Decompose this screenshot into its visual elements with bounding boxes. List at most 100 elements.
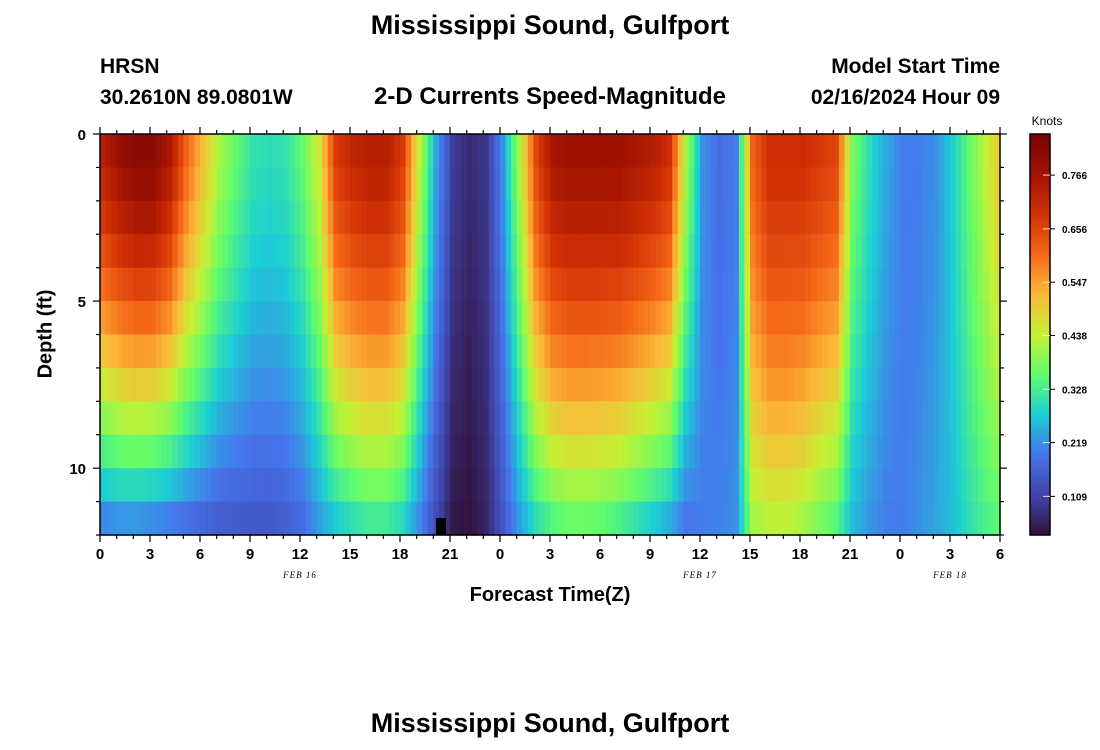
heatmap-cell (283, 367, 290, 402)
heatmap-cell (438, 367, 446, 402)
heatmap-cell (844, 334, 851, 369)
heatmap-cell (566, 234, 573, 269)
heatmap-cell (311, 367, 318, 402)
heatmap-cell (894, 167, 901, 202)
heatmap-cell (938, 468, 946, 503)
y-tick-label: 0 (78, 127, 86, 144)
heatmap-cell (411, 267, 418, 302)
heatmap-cell (627, 401, 634, 436)
heatmap-cell (133, 167, 140, 202)
heatmap-cell (194, 134, 201, 169)
heatmap-cell (994, 167, 1001, 202)
heatmap-cell (277, 267, 284, 302)
heatmap-cell (983, 468, 990, 503)
heatmap-cell (116, 267, 123, 302)
heatmap-cell (911, 501, 918, 536)
heatmap-cell (588, 234, 596, 269)
heatmap-cell (744, 401, 751, 436)
heatmap-cell (633, 234, 640, 269)
heatmap-cell (750, 167, 757, 202)
heatmap-cell (194, 401, 201, 436)
heatmap-cell (816, 468, 823, 503)
heatmap-cell (605, 167, 612, 202)
heatmap-cell (183, 434, 190, 469)
heatmap-cell (238, 267, 246, 302)
heatmap-cell (883, 167, 890, 202)
heatmap-cell (488, 267, 496, 302)
heatmap-cell (644, 468, 651, 503)
heatmap-cell (777, 200, 784, 235)
heatmap-cell (600, 134, 607, 169)
heatmap-cell (700, 267, 707, 302)
heatmap-cell (355, 367, 362, 402)
heatmap-cell (133, 501, 140, 536)
heatmap-cell (922, 468, 929, 503)
heatmap-cell (322, 501, 329, 536)
heatmap-cell (644, 501, 651, 536)
heatmap-cell (955, 401, 962, 436)
heatmap-cell (966, 200, 973, 235)
heatmap-cell (355, 167, 362, 202)
heatmap-cell (322, 234, 329, 269)
heatmap-cell (844, 167, 851, 202)
heatmap-cell (850, 234, 857, 269)
heatmap-cell (700, 468, 707, 503)
heatmap-cell (466, 468, 473, 503)
heatmap-cell (850, 334, 857, 369)
heatmap-cell (477, 167, 484, 202)
heatmap-cell (205, 134, 212, 169)
heatmap-cell (744, 200, 751, 235)
heatmap-cell (877, 200, 884, 235)
heatmap-cell (738, 301, 746, 336)
heatmap-cell (616, 234, 623, 269)
heatmap-cell (283, 167, 290, 202)
heatmap-cell (788, 434, 796, 469)
heatmap-cell (150, 267, 157, 302)
heatmap-cell (811, 234, 818, 269)
heatmap-cell (638, 401, 646, 436)
heatmap-cell (100, 234, 107, 269)
heatmap-cell (127, 167, 134, 202)
heatmap-cell (527, 167, 534, 202)
heatmap-cell (777, 267, 784, 302)
heatmap-cell (744, 167, 751, 202)
heatmap-cell (622, 501, 629, 536)
heatmap-cell (516, 334, 523, 369)
heatmap-cell (288, 167, 296, 202)
heatmap-cell (283, 301, 290, 336)
heatmap-cell (138, 434, 146, 469)
heatmap-cell (916, 267, 923, 302)
heatmap-cell (844, 200, 851, 235)
heatmap-cell (572, 468, 579, 503)
heatmap-cell (961, 501, 968, 536)
heatmap-cell (972, 468, 979, 503)
heatmap-cell (338, 334, 346, 369)
heatmap-cell (872, 334, 879, 369)
heatmap-cell (594, 367, 601, 402)
heatmap-cell (238, 501, 246, 536)
heatmap-cell (377, 401, 384, 436)
heatmap-cell (872, 434, 879, 469)
heatmap-cell (144, 468, 151, 503)
heatmap-cell (333, 167, 340, 202)
heatmap-cell (422, 401, 429, 436)
heatmap-cell (816, 501, 823, 536)
heatmap-cell (377, 367, 384, 402)
heatmap-cell (444, 468, 451, 503)
heatmap-cell (150, 434, 157, 469)
heatmap-cell (300, 234, 307, 269)
heatmap-cell (477, 434, 484, 469)
heatmap-cell (550, 501, 557, 536)
heatmap-cell (844, 434, 851, 469)
heatmap-cell (983, 301, 990, 336)
heatmap-cell (672, 134, 679, 169)
heatmap-cell (844, 134, 851, 169)
heatmap-cell (377, 167, 384, 202)
heatmap-cell (872, 468, 879, 503)
heatmap-cell (650, 434, 657, 469)
heatmap-cell (727, 501, 734, 536)
heatmap-cell (261, 167, 268, 202)
heatmap-cell (577, 267, 584, 302)
heatmap-cell (494, 200, 501, 235)
heatmap-cell (955, 234, 962, 269)
